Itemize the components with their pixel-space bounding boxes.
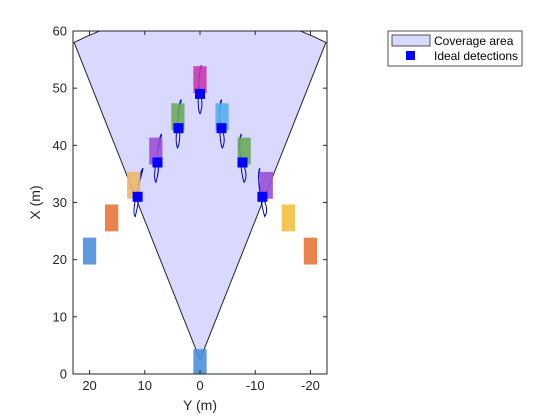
y-tick-label-3: 30 <box>53 195 67 210</box>
y-tick-label-6: 60 <box>53 24 67 39</box>
x-tick-label-1: 10 <box>138 378 152 393</box>
y-tick-label-1: 10 <box>53 309 67 324</box>
ideal-detection-2 <box>173 123 184 134</box>
y-axis-ticks: 0 10 20 30 40 50 60 <box>53 24 327 382</box>
ideal-detection-1 <box>152 157 163 168</box>
legend-label-detections: Ideal detections <box>434 49 518 63</box>
ideal-detection-3 <box>195 88 205 99</box>
legend-label-coverage: Coverage area <box>434 34 514 48</box>
ideal-detection-4 <box>216 123 227 134</box>
ideal-detection-6 <box>257 191 268 202</box>
target-vehicle-2 <box>105 204 119 232</box>
target-vehicle-6 <box>193 66 207 94</box>
x-axis-ticks: 20 10 0 -10 -20 <box>82 31 320 393</box>
x-tick-label-0: 20 <box>82 378 96 393</box>
x-tick-label-2: 0 <box>196 378 203 393</box>
ideal-detection-0 <box>132 191 143 202</box>
x-tick-label-3: -10 <box>246 378 265 393</box>
target-vehicle-1 <box>82 237 97 265</box>
ideal-detection-5 <box>237 157 248 168</box>
legend: Coverage area Ideal detections <box>387 30 523 67</box>
detections-group <box>132 88 268 202</box>
target-vehicle-10 <box>281 204 295 232</box>
y-tick-label-2: 20 <box>53 252 67 267</box>
plot-area <box>73 31 327 374</box>
y-axis-label: X (m) <box>27 185 43 219</box>
y-tick-label-5: 50 <box>53 81 67 96</box>
y-tick-label-4: 40 <box>53 138 67 153</box>
legend-swatch-coverage <box>391 34 431 47</box>
legend-swatch-detections <box>406 51 415 60</box>
target-vehicle-0 <box>193 349 207 374</box>
target-vehicle-11 <box>303 237 318 265</box>
x-axis-label: Y (m) <box>183 397 217 413</box>
y-tick-label-0: 0 <box>60 367 67 382</box>
x-tick-label-4: -20 <box>301 378 320 393</box>
coverage-area-patch <box>73 31 327 362</box>
